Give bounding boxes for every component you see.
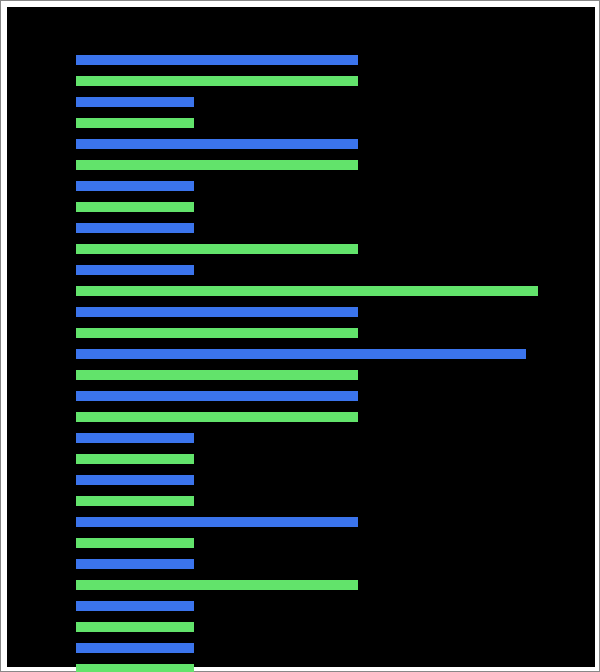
- bar-27: [76, 622, 194, 632]
- bar-8: [76, 223, 194, 233]
- bar-26: [76, 601, 194, 611]
- bar-9: [76, 244, 358, 254]
- bar-4: [76, 139, 358, 149]
- bar-1: [76, 76, 358, 86]
- chart-frame: [0, 0, 600, 672]
- bar-10: [76, 265, 194, 275]
- bar-12: [76, 307, 358, 317]
- bar-2: [76, 97, 194, 107]
- bar-20: [76, 475, 194, 485]
- bar-21: [76, 496, 194, 506]
- bar-23: [76, 538, 194, 548]
- bar-5: [76, 160, 358, 170]
- bar-7: [76, 202, 194, 212]
- bar-18: [76, 433, 194, 443]
- bar-28: [76, 643, 194, 653]
- bar-6: [76, 181, 194, 191]
- bar-19: [76, 454, 194, 464]
- bar-16: [76, 391, 358, 401]
- bar-25: [76, 580, 358, 590]
- bar-15: [76, 370, 358, 380]
- bar-29: [76, 664, 194, 672]
- bar-17: [76, 412, 358, 422]
- bar-11: [76, 286, 538, 296]
- bar-13: [76, 328, 358, 338]
- bar-22: [76, 517, 358, 527]
- bar-14: [76, 349, 526, 359]
- horizontal-bar-chart: [7, 7, 595, 667]
- bar-3: [76, 118, 194, 128]
- bar-0: [76, 55, 358, 65]
- bar-24: [76, 559, 194, 569]
